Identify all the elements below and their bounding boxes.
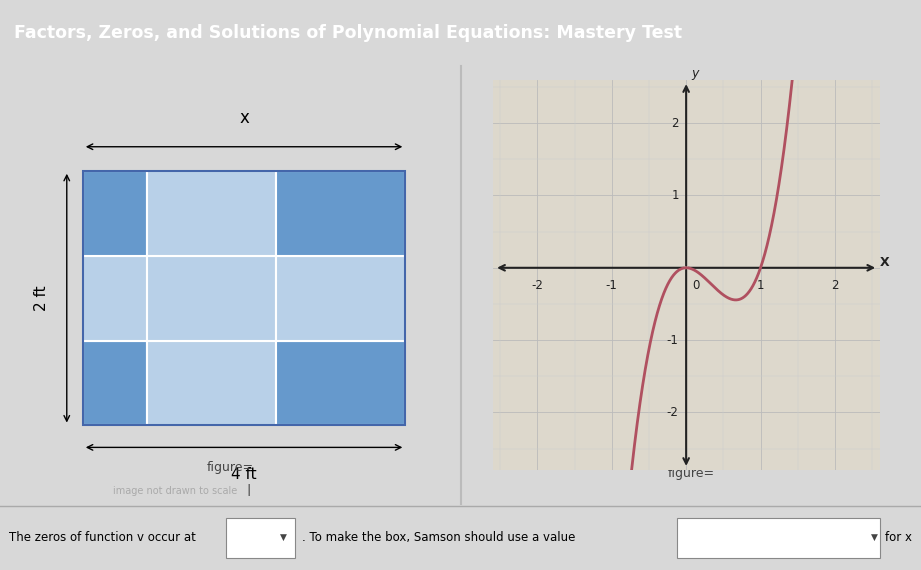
- Bar: [83, 171, 147, 256]
- Text: y: y: [692, 67, 699, 80]
- Text: figure=: figure=: [668, 467, 715, 481]
- Text: 2: 2: [671, 117, 679, 130]
- Text: 1: 1: [757, 279, 764, 292]
- Text: I: I: [247, 484, 251, 499]
- Bar: [147, 171, 276, 256]
- Text: -2: -2: [667, 406, 679, 419]
- Text: 2 ft: 2 ft: [34, 286, 49, 311]
- Bar: [83, 256, 147, 341]
- Bar: [83, 341, 147, 425]
- Bar: [147, 341, 276, 425]
- Text: x: x: [239, 109, 249, 127]
- Text: 1: 1: [671, 189, 679, 202]
- Text: for x: for x: [885, 531, 912, 544]
- Text: figure=: figure=: [206, 461, 254, 474]
- Text: X: X: [880, 256, 889, 269]
- Text: Factors, Zeros, and Solutions of Polynomial Equations: Mastery Test: Factors, Zeros, and Solutions of Polynom…: [14, 24, 682, 42]
- Text: 4 ft: 4 ft: [231, 467, 257, 482]
- Bar: [147, 256, 276, 341]
- Text: 2: 2: [831, 279, 839, 292]
- Text: The zeros of function v occur at: The zeros of function v occur at: [9, 531, 196, 544]
- Bar: [276, 341, 405, 425]
- Text: ▼: ▼: [870, 533, 878, 542]
- Text: -1: -1: [667, 333, 679, 347]
- Text: -2: -2: [531, 279, 543, 292]
- Bar: [276, 256, 405, 341]
- Bar: [83, 171, 405, 425]
- Text: 0: 0: [692, 279, 699, 292]
- Text: ▼: ▼: [280, 533, 287, 542]
- Bar: [226, 518, 295, 558]
- Text: image not drawn to scale: image not drawn to scale: [113, 486, 237, 496]
- Bar: [276, 171, 405, 256]
- Text: -1: -1: [606, 279, 618, 292]
- Text: . To make the box, Samson should use a value: . To make the box, Samson should use a v…: [302, 531, 576, 544]
- Bar: [677, 518, 880, 558]
